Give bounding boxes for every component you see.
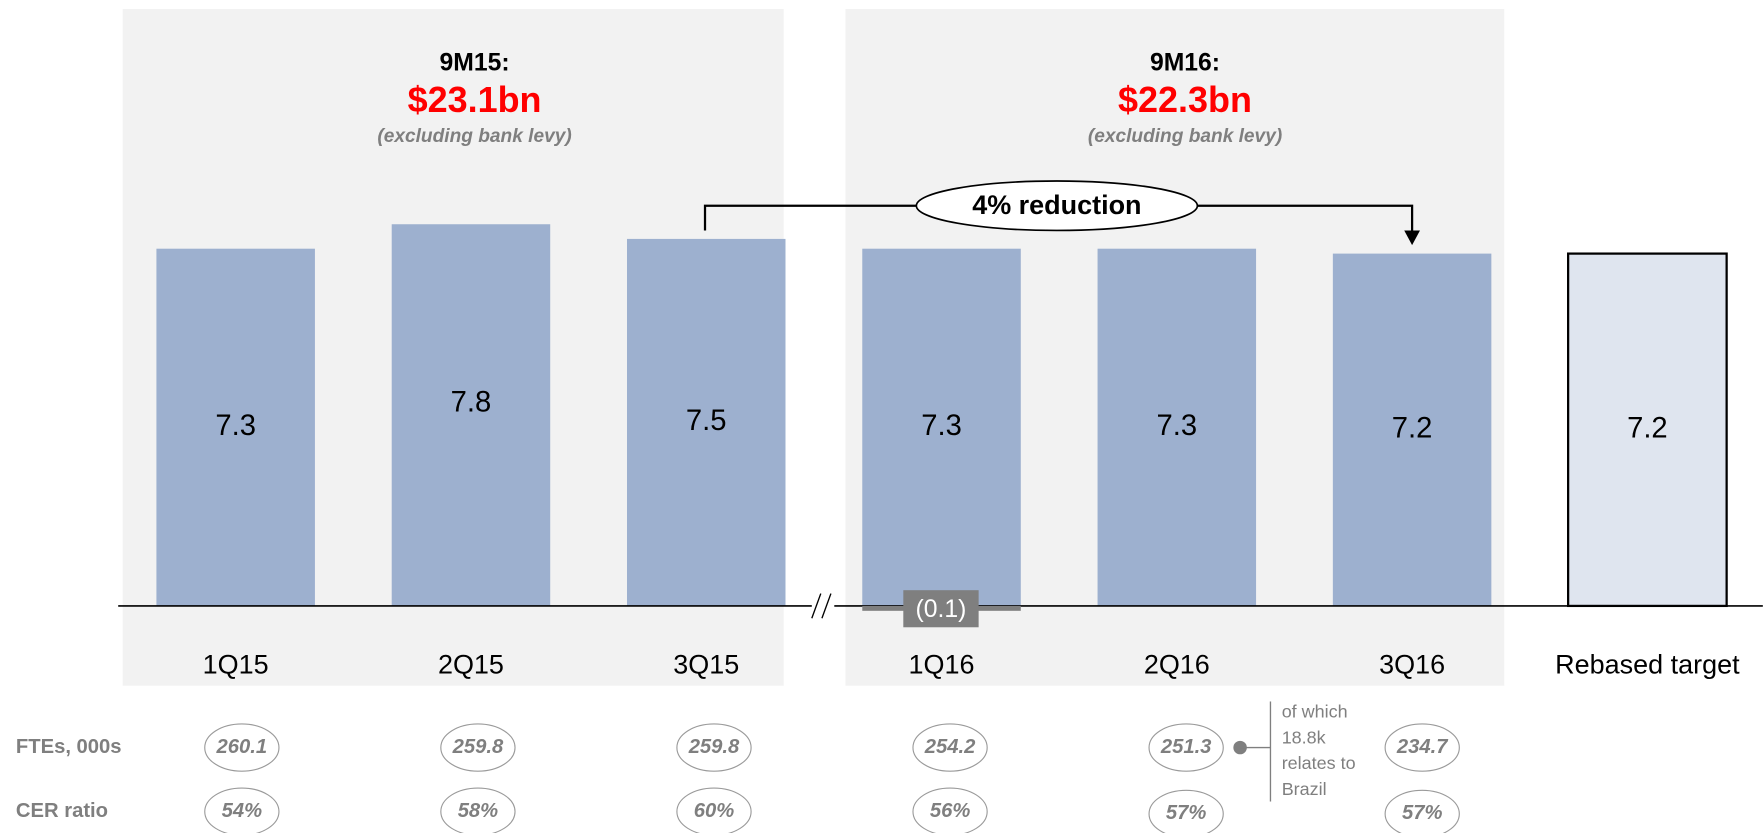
annotation-oval bbox=[915, 180, 1199, 232]
row-value: 57% bbox=[1166, 802, 1206, 824]
footnote: relates to bbox=[1282, 753, 1356, 773]
footnote: 18.8k bbox=[1282, 727, 1327, 747]
value-label: 7.2 bbox=[1627, 412, 1668, 444]
bar bbox=[626, 238, 786, 606]
row-value: 56% bbox=[930, 800, 970, 822]
adjustment-label: (0.1) bbox=[916, 596, 967, 623]
row-value: 260.1 bbox=[216, 736, 268, 758]
value-label: 7.3 bbox=[1157, 410, 1198, 442]
bar bbox=[1567, 252, 1728, 608]
row-value: 54% bbox=[222, 800, 262, 822]
x-tick-label: 2Q16 bbox=[1144, 650, 1210, 680]
annotation: 4% reduction bbox=[972, 190, 1141, 220]
row-value: 60% bbox=[694, 800, 734, 822]
value-label: 7.2 bbox=[1392, 412, 1433, 444]
value-oval bbox=[912, 787, 988, 833]
x-tick-label: 1Q15 bbox=[203, 650, 269, 680]
axis-break bbox=[811, 593, 822, 619]
x-tick-label: 1Q16 bbox=[909, 650, 975, 680]
x-tick-label: 3Q16 bbox=[1379, 650, 1445, 680]
value-oval bbox=[440, 723, 516, 772]
row-value: 58% bbox=[458, 800, 498, 822]
panel-total: $22.3bn bbox=[1118, 79, 1252, 120]
value-oval bbox=[440, 787, 516, 833]
adjustment-label-box bbox=[903, 590, 979, 628]
value-oval bbox=[204, 787, 280, 833]
panel-total: $23.1bn bbox=[408, 79, 542, 120]
row-value: 251.3 bbox=[1160, 736, 1212, 758]
value-label: 7.3 bbox=[921, 410, 962, 442]
bar bbox=[862, 248, 1021, 606]
footnote: Brazil bbox=[1282, 779, 1327, 799]
x-tick-label: 3Q15 bbox=[673, 650, 739, 680]
value-oval bbox=[1148, 723, 1224, 772]
row-value: 57% bbox=[1402, 802, 1442, 824]
row-value: 259.8 bbox=[688, 736, 740, 758]
footnote: of which bbox=[1282, 701, 1348, 721]
bar bbox=[391, 224, 551, 606]
value-oval bbox=[676, 787, 752, 833]
value-oval bbox=[676, 723, 752, 772]
x-tick-label: 2Q15 bbox=[438, 650, 504, 680]
axis-break bbox=[821, 593, 832, 619]
value-label: 7.8 bbox=[451, 387, 492, 419]
value-oval bbox=[1384, 723, 1460, 772]
arrow-head bbox=[1404, 230, 1420, 246]
row-label: CER ratio bbox=[16, 800, 108, 822]
value-oval bbox=[204, 723, 280, 772]
row-value: 234.7 bbox=[1396, 736, 1449, 758]
panel-note: (excluding bank levy) bbox=[1088, 126, 1282, 147]
panel-title: 9M16: bbox=[1150, 50, 1220, 77]
x-tick-label: Rebased target bbox=[1555, 650, 1740, 680]
panel-title: 9M15: bbox=[440, 50, 510, 77]
bar bbox=[1097, 248, 1257, 606]
value-label: 7.3 bbox=[215, 410, 256, 442]
bar bbox=[1332, 253, 1492, 606]
bar bbox=[156, 248, 315, 606]
row-value: 259.8 bbox=[452, 736, 504, 758]
panel-note: (excluding bank levy) bbox=[377, 126, 571, 147]
value-oval bbox=[1384, 789, 1460, 833]
row-label: FTEs, 000s bbox=[16, 736, 122, 758]
row-value: 254.2 bbox=[924, 736, 976, 758]
value-label: 7.5 bbox=[686, 405, 727, 437]
value-oval bbox=[1148, 789, 1224, 833]
value-oval bbox=[912, 723, 988, 772]
